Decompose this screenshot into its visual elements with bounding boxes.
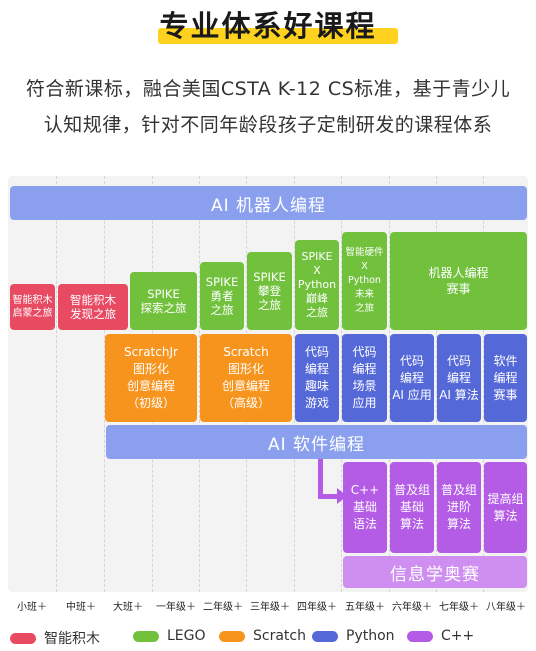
grade-label: 四年级＋ <box>297 602 337 613</box>
course-python-5: 软件 编程 赛事 <box>484 334 527 422</box>
course-cpp-1: C++ 基础 语法 <box>343 462 387 553</box>
connector-line <box>318 494 344 499</box>
legend-item: Python <box>312 628 395 644</box>
legend-item: C++ <box>407 628 474 644</box>
course-lego-4: SPIKE X Python 巅峰 之旅 <box>295 240 339 330</box>
course-scratchjr: ScratchJr 图形化 创意编程 （初级） <box>105 334 197 422</box>
legend-swatch <box>219 630 245 642</box>
course-python-4: 代码 编程 AI 算法 <box>437 334 481 422</box>
legend-swatch <box>407 630 433 642</box>
grade-label: 八年级＋ <box>486 602 526 613</box>
course-lego-3: SPIKE 攀登 之旅 <box>247 252 292 330</box>
course-python-3: 代码 编程 AI 应用 <box>390 334 434 422</box>
grade-label: 三年级＋ <box>250 602 290 613</box>
connector-arrow-icon <box>337 488 347 504</box>
grid-divider <box>483 176 484 592</box>
legend-swatch <box>10 632 36 644</box>
connector-line <box>318 459 323 499</box>
course-lego-5: 智能硬件 X Python 未来 之旅 <box>342 232 387 330</box>
course-cpp-4: 提高组 算法 <box>484 462 527 553</box>
course-cpp-3: 普及组 进阶 算法 <box>437 462 481 553</box>
page-title: 专业体系好课程 <box>159 9 377 43</box>
course-lego-2: SPIKE 勇者 之旅 <box>200 262 244 330</box>
course-lego-6: 机器人编程 赛事 <box>390 232 527 330</box>
band-olympiad: 信息学奥赛 <box>343 556 527 588</box>
grid-divider <box>341 176 342 592</box>
intro-line-1: 符合新课标，融合美国CSTA K-12 CS标准，基于青少儿 <box>25 78 511 100</box>
grade-label: 大班＋ <box>113 602 143 613</box>
legend-swatch <box>133 630 159 642</box>
page-title-area: 专业体系好课程 <box>0 6 536 46</box>
legend-label: C++ <box>441 628 475 644</box>
grade-label: 一年级＋ <box>156 602 196 613</box>
legend-item: Scratch <box>219 628 306 644</box>
grid-divider <box>56 176 57 592</box>
grade-label: 五年级＋ <box>345 602 385 613</box>
course-pink-1: 智能积木 启蒙之旅 <box>10 284 55 330</box>
grid-divider <box>199 176 200 592</box>
grade-label: 七年级＋ <box>439 602 479 613</box>
legend-swatch <box>312 630 338 642</box>
legend-item: LEGO <box>133 628 206 644</box>
grade-label: 中班＋ <box>66 602 96 613</box>
grade-label: 二年级＋ <box>203 602 243 613</box>
intro-line-2: 认知规律，针对不同年龄段孩子定制研发的课程体系 <box>43 114 493 136</box>
legend-label: LEGO <box>167 628 206 644</box>
course-python-2: 代码 编程 场景 应用 <box>342 334 387 422</box>
grade-label: 六年级＋ <box>392 602 432 613</box>
course-scratch: Scratch 图形化 创意编程 （高级） <box>200 334 292 422</box>
legend-item: 智能积木 <box>10 628 100 648</box>
legend-label: Python <box>346 628 395 644</box>
grid-divider <box>436 176 437 592</box>
course-pink-2: 智能积木 发现之旅 <box>58 284 128 330</box>
band-ai-software: AI 软件编程 <box>106 425 527 459</box>
legend-label: 智能积木 <box>44 631 100 647</box>
band-ai-robot: AI 机器人编程 <box>10 186 527 220</box>
legend-label: Scratch <box>253 628 306 644</box>
course-cpp-2: 普及组 基础 算法 <box>390 462 434 553</box>
grade-label: 小班＋ <box>17 602 47 613</box>
course-python-1: 代码 编程 趣味 游戏 <box>295 334 339 422</box>
grid-divider <box>294 176 295 592</box>
title-highlight <box>158 28 398 44</box>
course-lego-1: SPIKE 探索之旅 <box>130 272 197 330</box>
grid-divider <box>104 176 105 592</box>
grid-divider <box>389 176 390 592</box>
